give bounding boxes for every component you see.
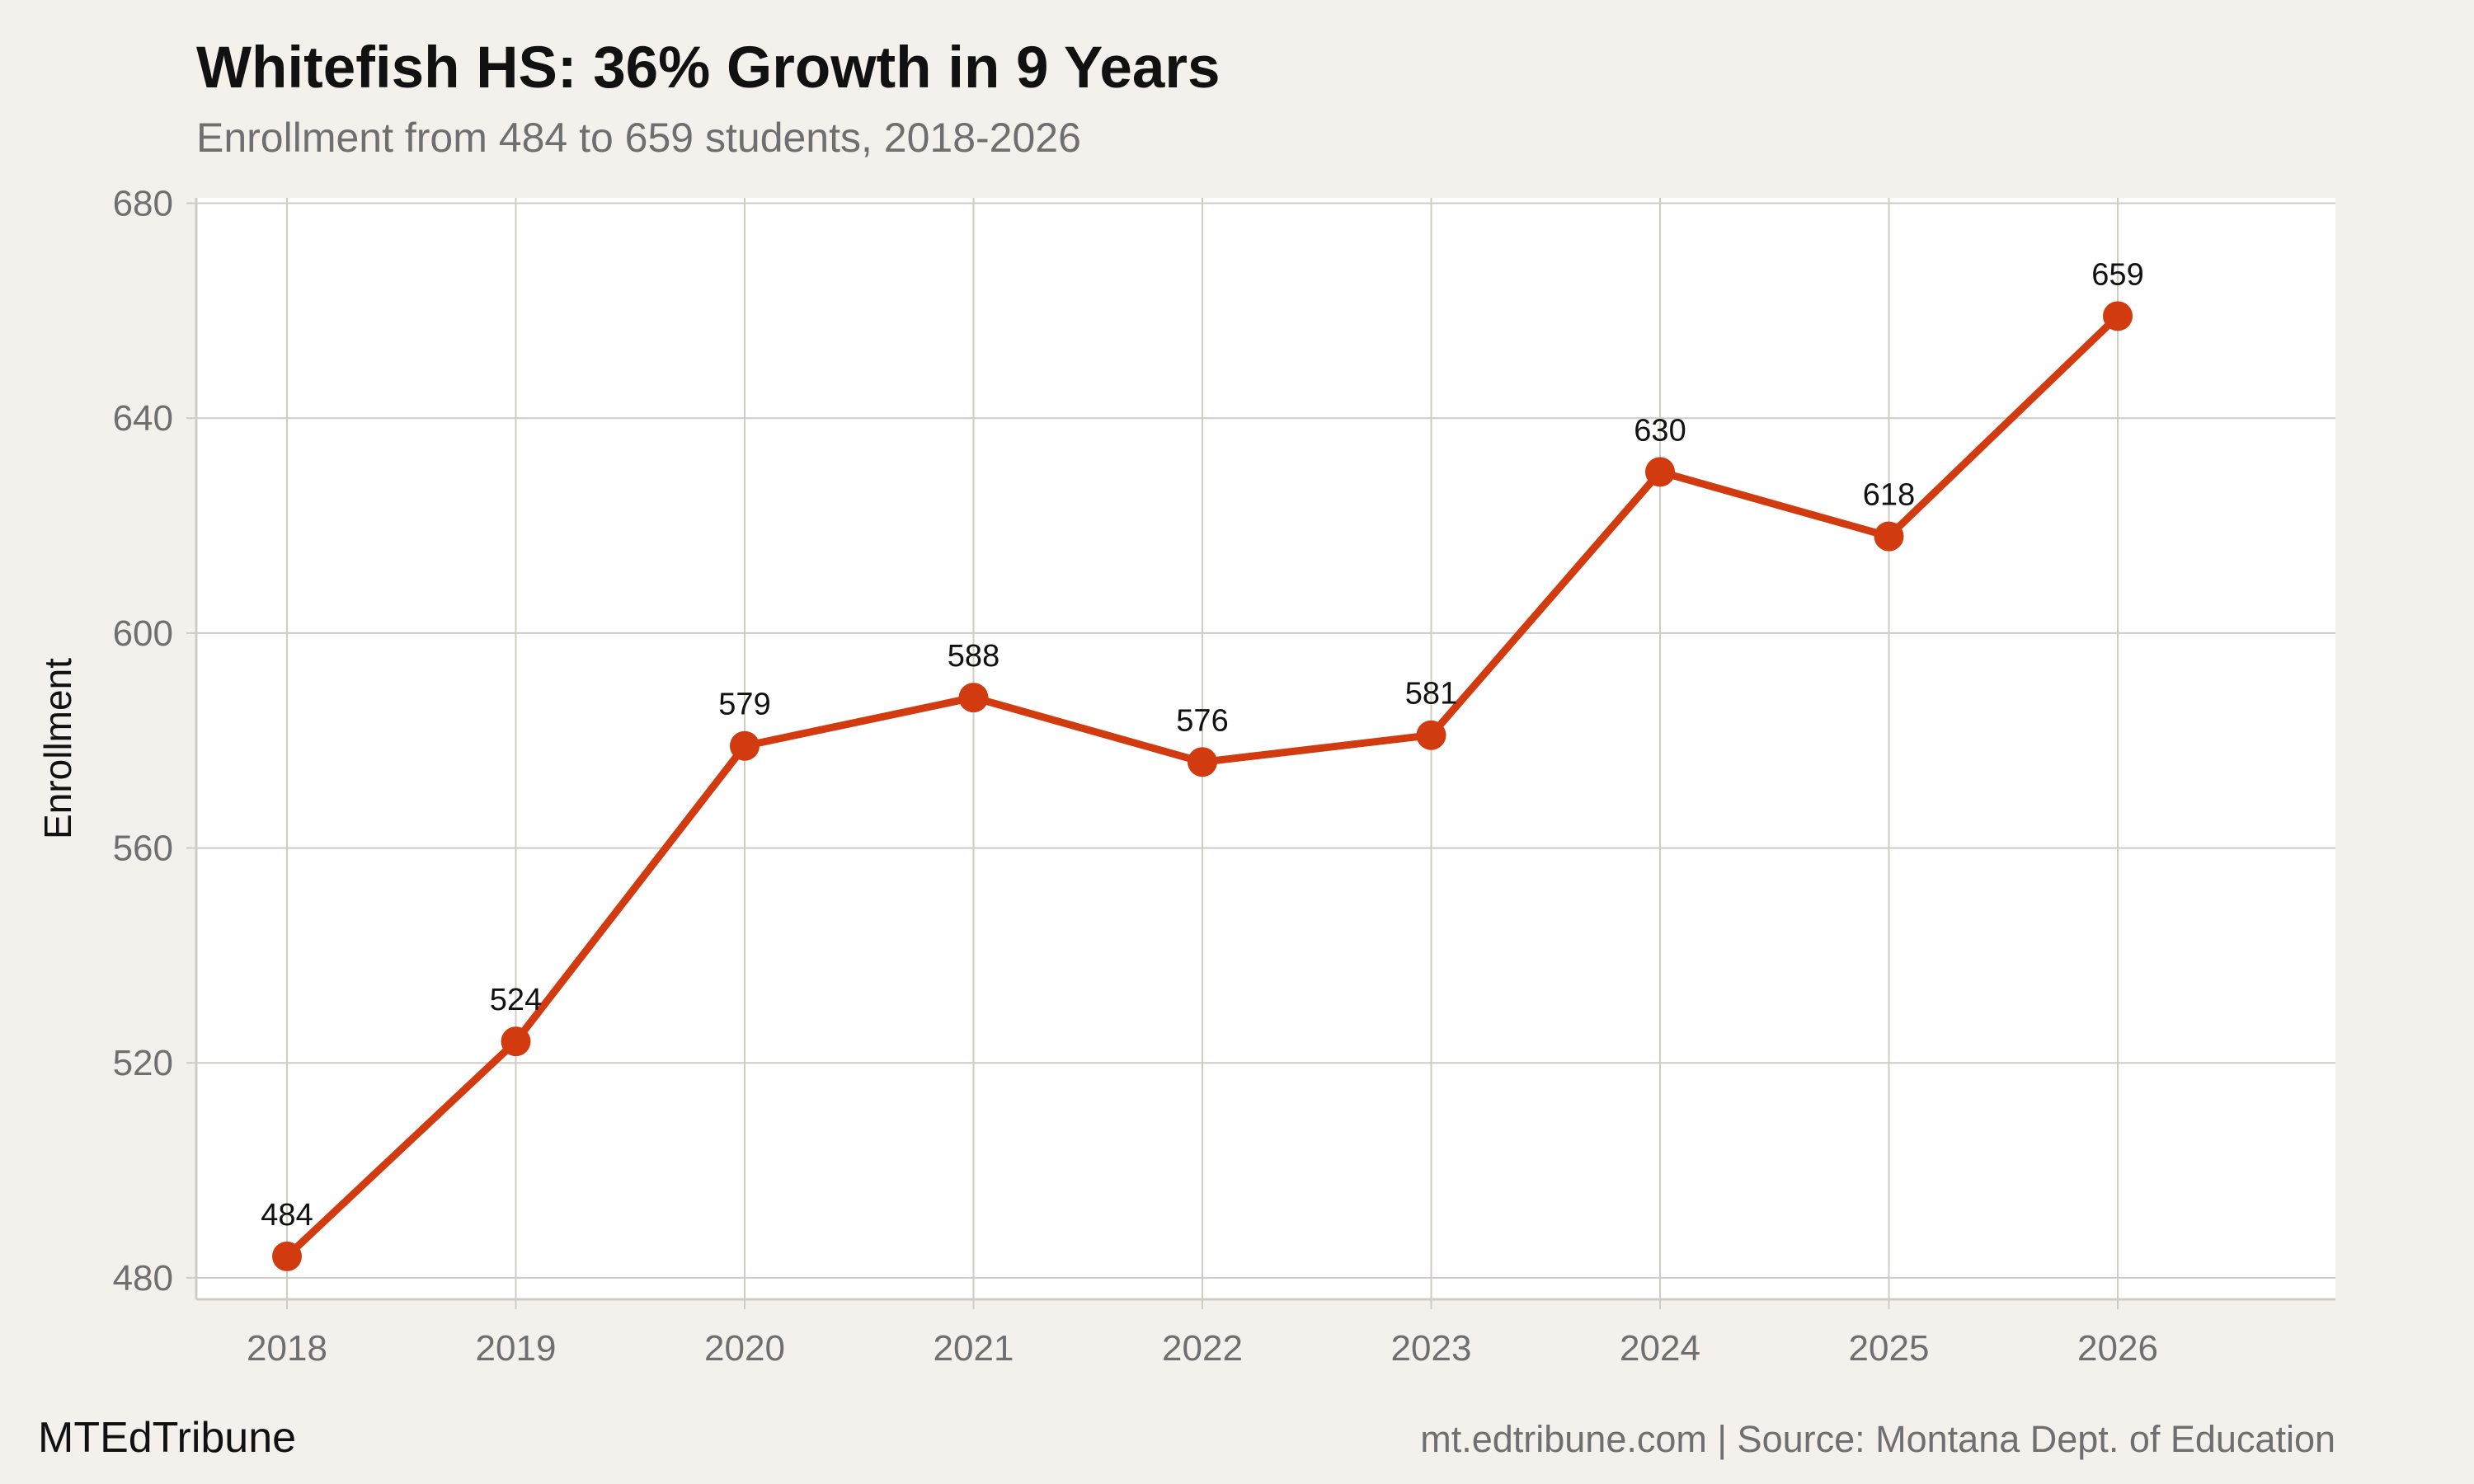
data-label: 524 xyxy=(490,983,542,1017)
data-point xyxy=(2103,301,2133,331)
data-point xyxy=(730,730,760,761)
y-tick-label: 520 xyxy=(113,1043,173,1083)
data-points xyxy=(272,301,2133,1271)
y-tick-label: 640 xyxy=(113,398,173,439)
chart-subtitle: Enrollment from 484 to 659 students, 201… xyxy=(196,115,1081,161)
plot-panel xyxy=(196,198,2335,1299)
y-tick-label: 560 xyxy=(113,829,173,869)
data-point xyxy=(1645,457,1675,487)
data-label: 618 xyxy=(1863,478,1915,513)
data-label: 588 xyxy=(948,639,999,674)
data-label: 581 xyxy=(1405,677,1457,711)
x-tick-label: 2022 xyxy=(1162,1328,1243,1369)
x-tick-label: 2018 xyxy=(247,1328,327,1369)
brand-name: MTEdTribune xyxy=(38,1414,297,1462)
x-tick-label: 2024 xyxy=(1620,1328,1700,1369)
source-note: mt.edtribune.com | Source: Montana Dept.… xyxy=(1420,1418,2335,1460)
x-tick-label: 2025 xyxy=(1849,1328,1930,1369)
data-point xyxy=(1188,747,1217,777)
data-point xyxy=(1416,720,1446,750)
y-tick-label: 600 xyxy=(113,613,173,654)
y-axis-title: Enrollment xyxy=(36,658,79,839)
data-label: 579 xyxy=(718,688,770,722)
data-point xyxy=(272,1241,302,1271)
x-tick-label: 2026 xyxy=(2077,1328,2158,1369)
x-tick-label: 2020 xyxy=(704,1328,785,1369)
axes: 480 520 560 600 640 680 2018 2019 2020 2021 2022 20… xyxy=(113,184,2335,1369)
data-point xyxy=(958,683,989,713)
x-tick-label: 2019 xyxy=(476,1328,557,1369)
data-label: 576 xyxy=(1176,703,1228,738)
data-labels: 484 524 579 588 576 581 630 618 659 xyxy=(261,257,2143,1232)
y-tick-label: 680 xyxy=(113,184,173,224)
x-tick-label: 2021 xyxy=(934,1328,1014,1369)
x-tick-label: 2023 xyxy=(1391,1328,1472,1369)
data-label: 630 xyxy=(1634,413,1686,448)
data-point xyxy=(1874,521,1904,552)
plot-background xyxy=(196,198,2335,1299)
data-point xyxy=(501,1026,531,1057)
y-tick-label: 480 xyxy=(113,1258,173,1298)
chart-title: Whitefish HS: 36% Growth in 9 Years xyxy=(196,35,1221,101)
data-label: 484 xyxy=(261,1198,313,1233)
data-label: 659 xyxy=(2091,257,2143,292)
